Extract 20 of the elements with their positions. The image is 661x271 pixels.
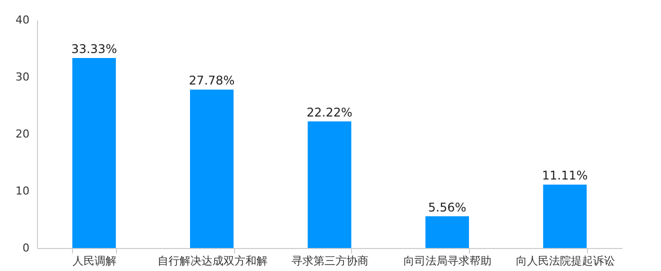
bar bbox=[543, 184, 587, 248]
y-tick-label: 40 bbox=[16, 14, 30, 26]
bar bbox=[425, 216, 469, 248]
data-label: 5.56% bbox=[428, 200, 466, 214]
bar bbox=[190, 90, 234, 248]
data-label: 22.22% bbox=[306, 105, 352, 120]
x-tick-label: 向司法局寻求帮助 bbox=[404, 254, 492, 268]
y-tick-label: 0 bbox=[22, 242, 30, 254]
bar bbox=[72, 58, 116, 248]
data-label: 33.33% bbox=[71, 42, 117, 56]
x-tick-label: 人民调解 bbox=[72, 254, 117, 268]
data-label: 27.78% bbox=[188, 74, 235, 88]
y-tick-label: 20 bbox=[16, 128, 30, 140]
y-tick-label: 10 bbox=[16, 184, 30, 198]
bar bbox=[308, 121, 352, 248]
y-tick-label: 30 bbox=[16, 70, 30, 84]
x-tick-label: 寻求第三方协商 bbox=[292, 254, 368, 268]
x-tick-label: 自行解决达成双方和解 bbox=[157, 254, 268, 268]
data-label: 11.11% bbox=[542, 168, 588, 183]
x-tick-label: 向人民法院提起诉讼 bbox=[516, 254, 615, 268]
